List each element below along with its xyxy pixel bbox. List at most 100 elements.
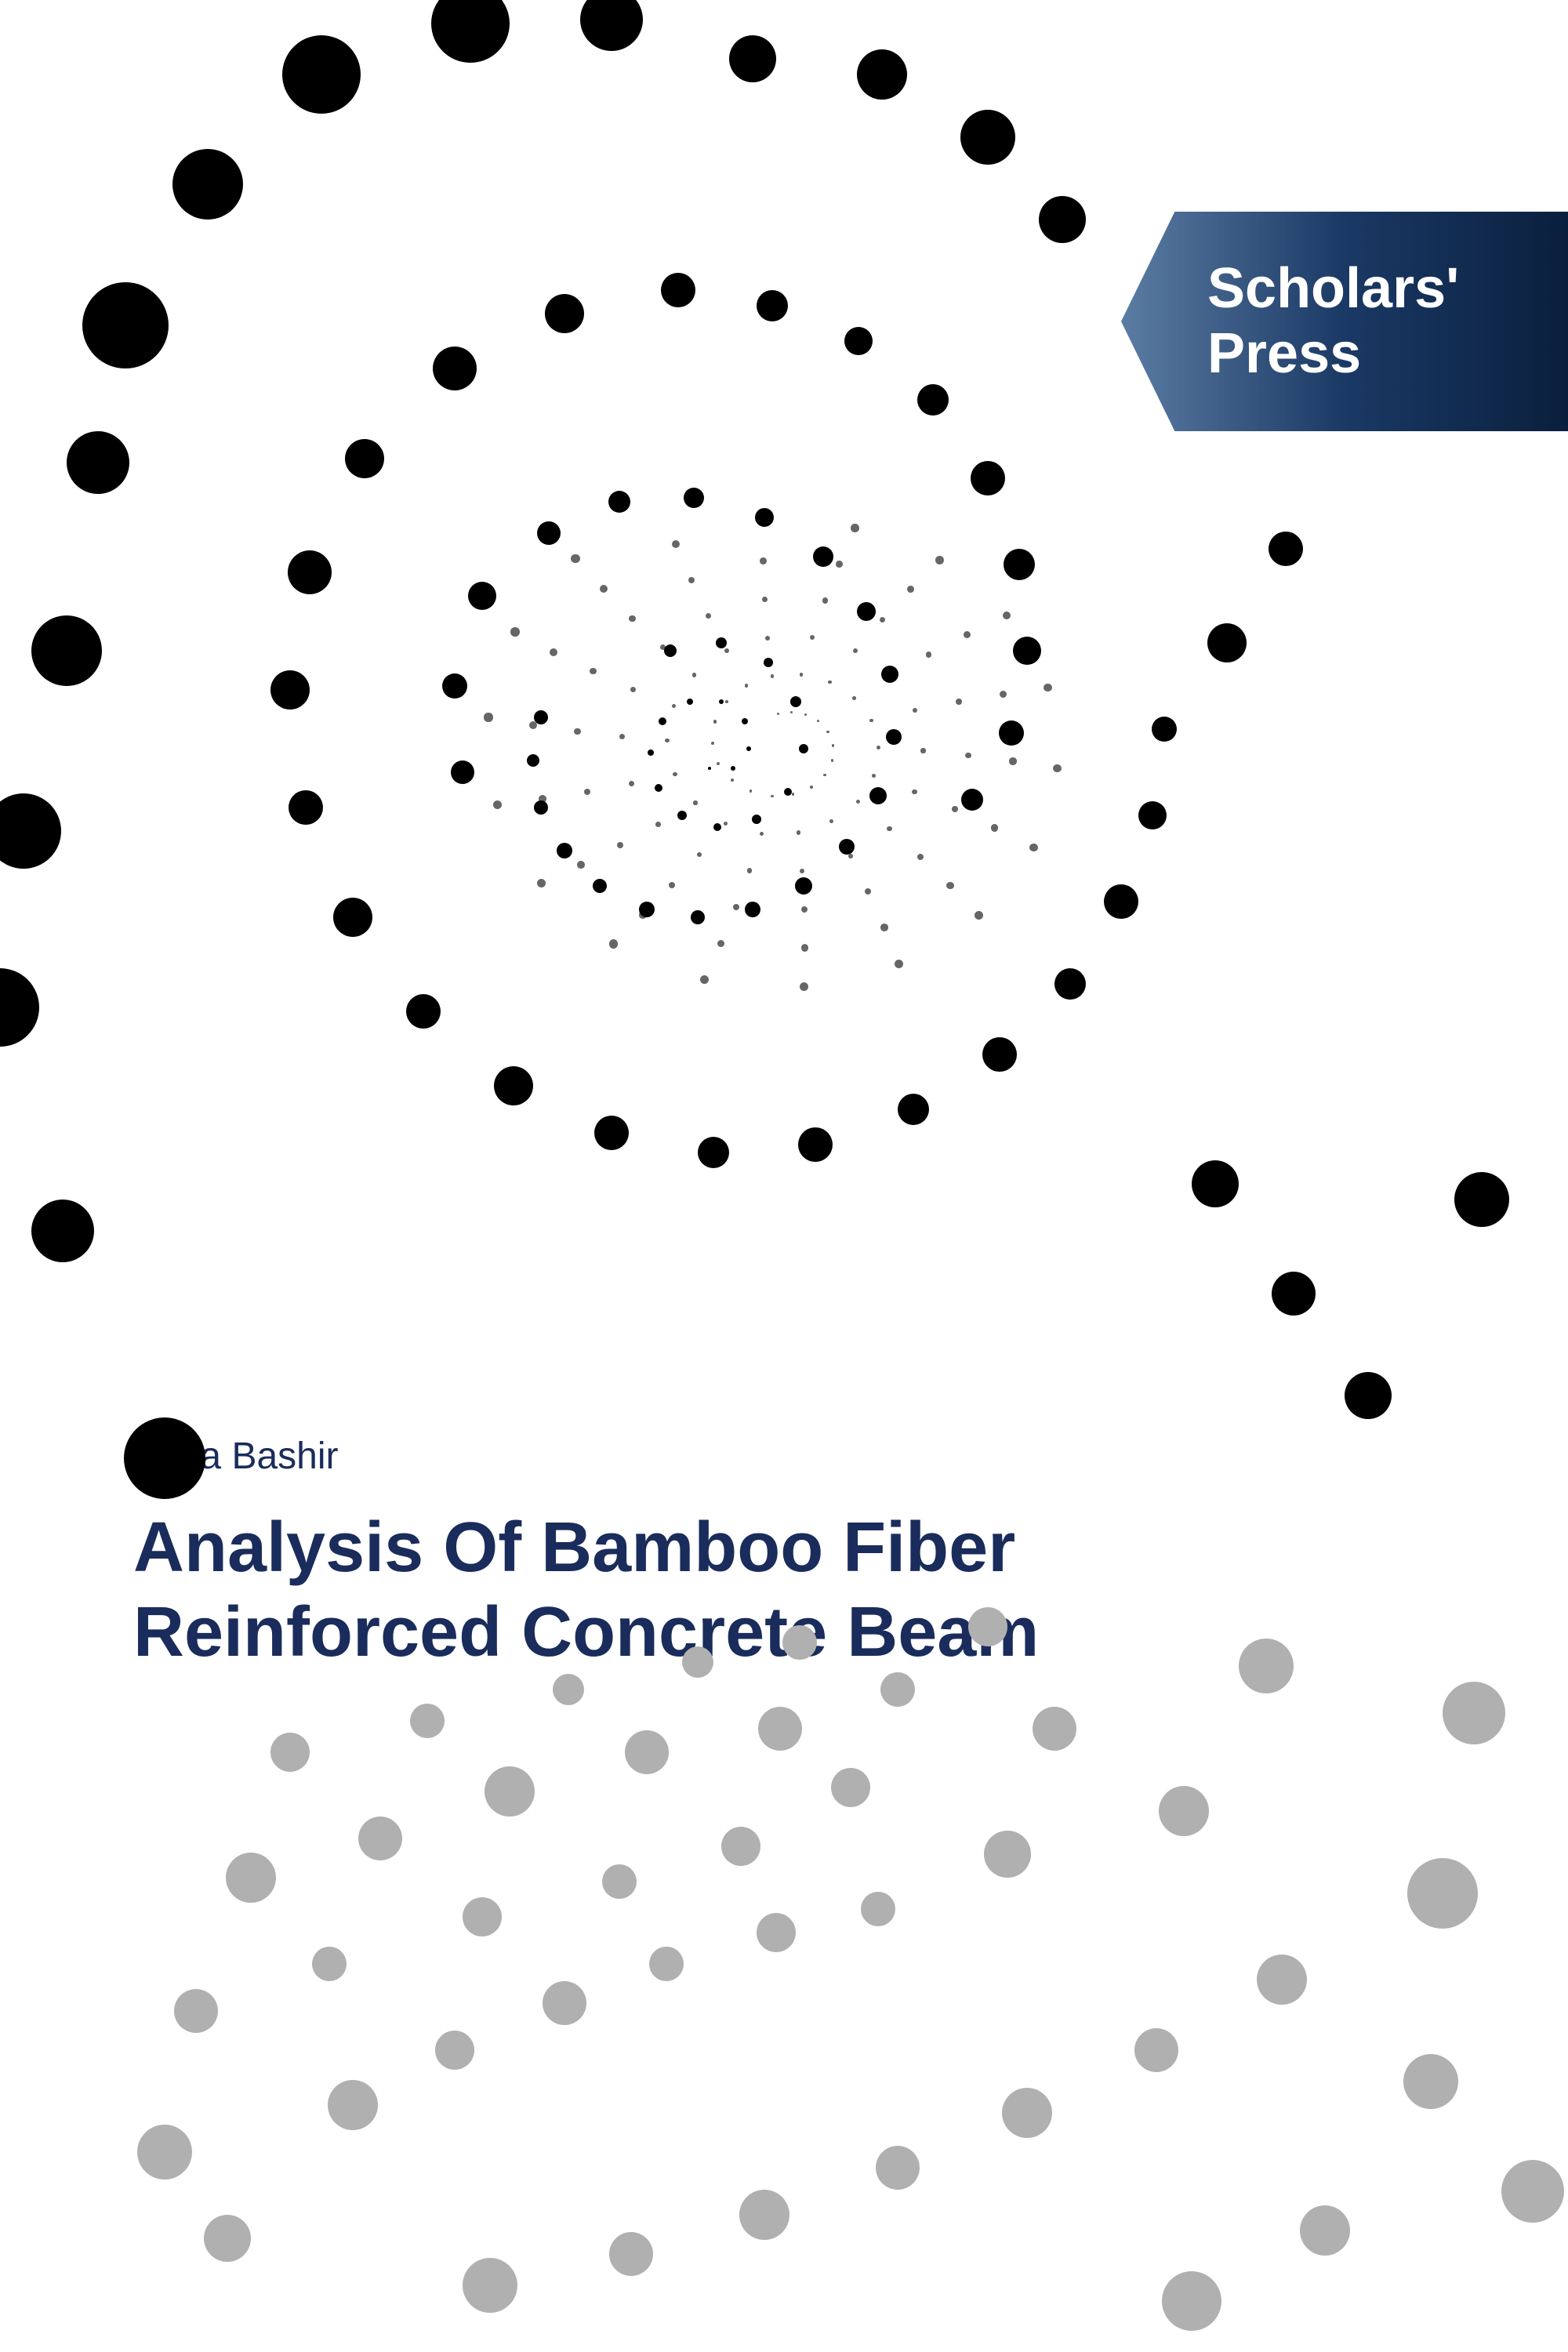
spiral-dot-gray [1159, 1786, 1209, 1836]
spiral-trail-dot [617, 842, 623, 848]
spiral-trail-dot [571, 554, 580, 564]
spiral-trail-dot [574, 728, 580, 735]
spiral-dot [433, 347, 477, 390]
spiral-dot-gray [682, 1646, 713, 1678]
spiral-trail-dot [810, 635, 815, 640]
spiral-trail-dot [810, 786, 813, 789]
spiral-dot-gray [609, 2232, 653, 2276]
spiral-dot [684, 488, 704, 508]
spiral-dot [729, 35, 776, 82]
spiral-dot-gray [1257, 1955, 1307, 2005]
spiral-dot-gray [758, 1707, 802, 1751]
spiral-dot-gray [984, 1831, 1031, 1878]
spiral-trail-dot [724, 648, 729, 653]
spiral-dot [844, 327, 873, 355]
spiral-trail-dot [965, 753, 971, 759]
spiral-dot [1138, 801, 1167, 829]
spiral-trail-dot [792, 793, 795, 796]
spiral-trail-dot [747, 868, 753, 873]
spiral-trail-dot [550, 648, 557, 656]
spiral-dot [857, 49, 907, 100]
spiral-trail-dot [600, 585, 608, 593]
spiral-dot [839, 839, 855, 855]
spiral-trail-dot [848, 854, 854, 859]
spiral-dot [1207, 623, 1247, 662]
spiral-trail-dot [529, 721, 537, 729]
spiral-dot [798, 1127, 833, 1162]
spiral-trail-dot [865, 888, 871, 895]
spiral-trail-dot [836, 561, 843, 568]
spiral-trail-dot [745, 684, 748, 687]
spiral-dot [999, 720, 1024, 746]
book-title: Analysis Of Bamboo Fiber Reinforced Conc… [133, 1505, 1388, 1675]
publisher-line1: Scholars' [1207, 257, 1459, 320]
spiral-trail-dot [877, 746, 880, 750]
spiral-dot-gray [270, 1733, 310, 1772]
spiral-trail-dot [700, 975, 709, 984]
spiral-dot-gray [328, 2080, 378, 2130]
spiral-dot [468, 582, 496, 610]
spiral-dot [1152, 717, 1177, 742]
spiral-dot [1039, 196, 1086, 243]
spiral-trail-dot [713, 720, 717, 723]
spiral-dot-gray [739, 2190, 789, 2240]
spiral-trail-dot [832, 744, 834, 746]
spiral-dot-gray [204, 2215, 251, 2262]
spiral-trail-dot [609, 939, 618, 948]
spiral-trail-dot [869, 719, 873, 723]
spiral-trail-dot [688, 577, 695, 584]
spiral-dot [731, 766, 735, 771]
spiral-dot [31, 1200, 94, 1262]
spiral-trail-dot [493, 800, 502, 809]
spiral-trail-dot [672, 704, 677, 709]
spiral-dot [557, 843, 572, 858]
spiral-dot [0, 968, 39, 1047]
spiral-dot [527, 754, 539, 767]
spiral-dot [1013, 637, 1041, 665]
spiral-trail-dot [731, 779, 734, 782]
spiral-dot-gray [721, 1827, 760, 1866]
spiral-trail-dot [823, 774, 826, 777]
spiral-dot-gray [602, 1864, 637, 1899]
spiral-trail-dot [975, 911, 983, 920]
publisher-name: Scholars' Press [1207, 256, 1459, 387]
spiral-dot-gray [861, 1892, 895, 1926]
spiral-trail-dot [831, 759, 834, 762]
spiral-dot-gray [1134, 2028, 1178, 2072]
spiral-dot [1454, 1172, 1509, 1227]
spiral-trail-dot [907, 586, 914, 593]
spiral-trail-dot [913, 708, 917, 713]
spiral-trail-dot [852, 696, 856, 700]
spiral-dot-gray [137, 2125, 192, 2180]
spiral-trail-dot [771, 795, 774, 798]
spiral-dot-gray [757, 1913, 796, 1952]
spiral-trail-dot [771, 674, 774, 677]
spiral-dot-gray [543, 1981, 586, 2025]
spiral-trail-dot [725, 700, 728, 703]
spiral-dot [746, 746, 751, 751]
spiral-trail-dot [693, 800, 697, 804]
spiral-dot [713, 823, 721, 831]
spiral-trail-dot [706, 613, 711, 619]
spiral-dot-gray [1239, 1639, 1294, 1693]
spiral-dot [1054, 968, 1086, 1000]
spiral-dot [752, 815, 761, 824]
spiral-trail-dot [828, 681, 832, 684]
spiral-trail-dot [964, 631, 971, 638]
spiral-trail-dot [801, 906, 808, 913]
spiral-trail-dot [1000, 691, 1007, 698]
spiral-trail-dot [926, 652, 932, 658]
spiral-trail-dot [777, 713, 779, 715]
spiral-dot-gray [410, 1704, 445, 1738]
spiral-dot-gray [553, 1674, 584, 1705]
spiral-dot [961, 789, 983, 811]
spiral-dot [708, 767, 711, 770]
spiral-trail-dot [655, 822, 661, 827]
spiral-trail-dot [669, 882, 675, 888]
spiral-dot [1345, 1372, 1392, 1419]
spiral-trail-dot [760, 832, 764, 836]
spiral-dot [345, 439, 384, 478]
spiral-trail-dot [804, 713, 807, 716]
spiral-dot [691, 910, 705, 924]
spiral-dot-gray [1501, 2160, 1564, 2223]
